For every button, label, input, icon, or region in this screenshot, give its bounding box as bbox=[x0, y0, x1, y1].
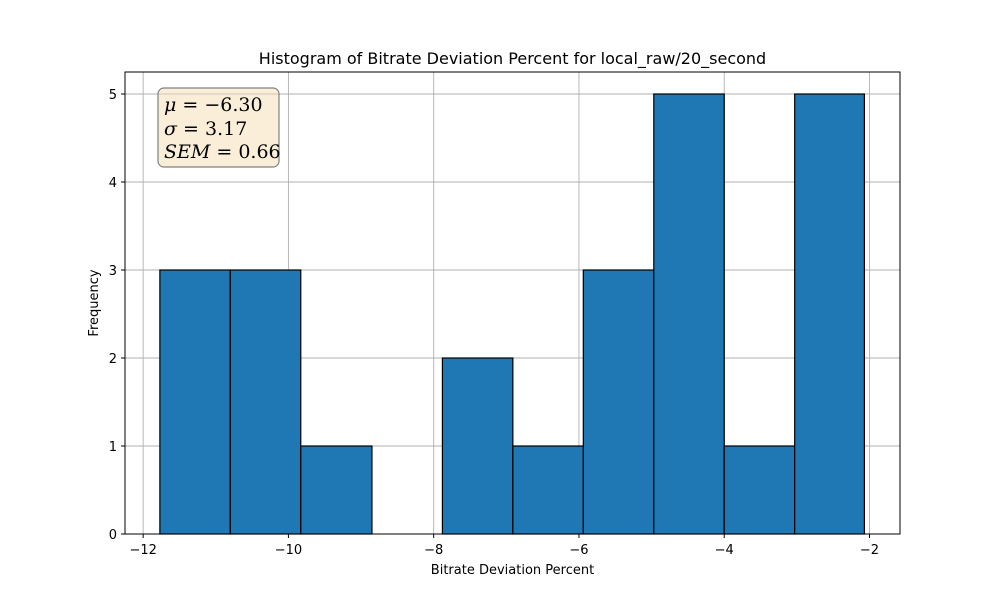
histogram-bar bbox=[301, 446, 372, 534]
stats-sem: SEM = 0.66 bbox=[164, 141, 281, 163]
sem-symbol: SEM bbox=[164, 141, 211, 163]
x-tick-label: −12 bbox=[129, 543, 156, 558]
sem-value: 0.66 bbox=[238, 141, 280, 163]
histogram-bar bbox=[513, 446, 583, 534]
stats-box: μ = −6.30 σ = 3.17 SEM = 0.66 bbox=[158, 88, 281, 167]
histogram-bar bbox=[724, 446, 794, 534]
y-axis-label: Frequency bbox=[87, 269, 102, 336]
sigma-symbol: σ bbox=[164, 118, 178, 140]
mean-symbol: μ bbox=[164, 94, 176, 116]
x-tick-label: −2 bbox=[860, 543, 879, 558]
x-tick-label: −4 bbox=[715, 543, 734, 558]
x-axis-ticks: −12 −10 −8 −6 −4 −2 bbox=[129, 534, 879, 558]
x-tick-label: −6 bbox=[569, 543, 588, 558]
sigma-value: 3.17 bbox=[205, 118, 247, 140]
histogram-bar bbox=[795, 94, 865, 534]
x-axis-label: Bitrate Deviation Percent bbox=[431, 563, 594, 578]
y-tick-label: 1 bbox=[109, 440, 117, 455]
y-axis-ticks: 0 1 2 3 4 5 bbox=[109, 88, 125, 543]
mean-value: −6.30 bbox=[204, 94, 262, 116]
y-tick-label: 0 bbox=[109, 528, 117, 543]
histogram-bar bbox=[442, 358, 512, 534]
y-tick-label: 5 bbox=[109, 88, 117, 103]
x-tick-label: −8 bbox=[424, 543, 443, 558]
histogram-bar bbox=[160, 270, 230, 534]
x-tick-label: −10 bbox=[275, 543, 302, 558]
histogram-bar bbox=[654, 94, 724, 534]
histogram-bar bbox=[583, 270, 653, 534]
stats-sigma: σ = 3.17 bbox=[164, 118, 247, 140]
stats-mean: μ = −6.30 bbox=[164, 94, 263, 116]
histogram-bar bbox=[230, 270, 300, 534]
y-tick-label: 4 bbox=[109, 176, 117, 191]
y-tick-label: 3 bbox=[109, 264, 117, 279]
chart-title: Histogram of Bitrate Deviation Percent f… bbox=[259, 49, 766, 69]
y-tick-label: 2 bbox=[109, 352, 117, 367]
